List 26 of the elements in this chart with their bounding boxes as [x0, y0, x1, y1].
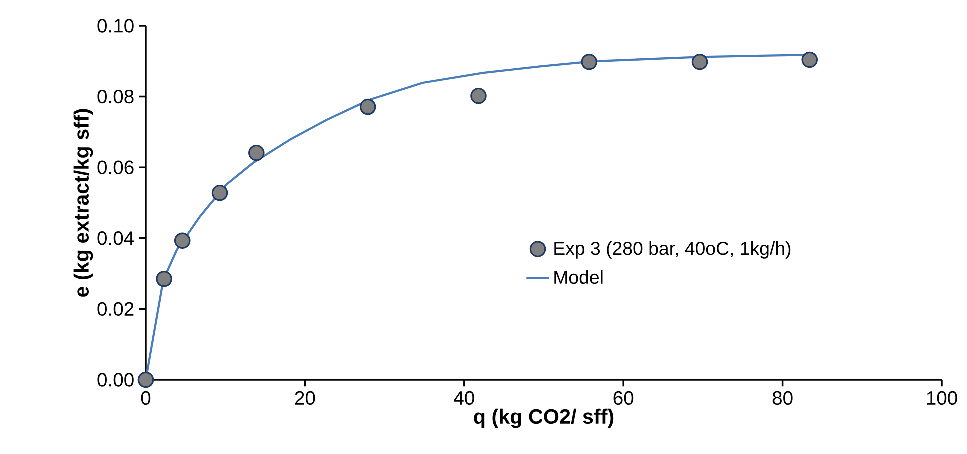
point [360, 98, 376, 116]
point [248, 144, 265, 162]
point [581, 54, 598, 70]
y-tick-label: 0.06 [98, 160, 134, 174]
legend-label: Model [554, 270, 603, 284]
legend-label: Exp 3 (280 bar, 40oC, 1kg/h) [554, 242, 791, 259]
x-tick-label: 40 [454, 391, 474, 406]
y-tick-label: 0.02 [98, 302, 134, 316]
point [802, 52, 818, 68]
x-axis-title: q (kg CO2/ sff) [474, 408, 614, 428]
y-tick-label: 0.00 [98, 373, 134, 387]
point [470, 88, 487, 104]
y-axis-title: e (kg extract/kg sff) [74, 109, 94, 297]
point [212, 184, 228, 202]
point [692, 54, 708, 70]
y-tick-label: 0.08 [98, 90, 134, 104]
y-tick-label: 0.04 [98, 232, 134, 246]
point [156, 270, 172, 288]
x-tick-label: 20 [295, 391, 316, 406]
x-tick-label: 80 [772, 391, 793, 406]
y-tick-label: 0.10 [98, 19, 134, 33]
x-tick-label: 100 [927, 391, 958, 406]
point [174, 232, 191, 250]
x-tick-label: 0 [141, 391, 151, 406]
x-tick-label: 60 [614, 391, 634, 406]
point [138, 372, 154, 388]
